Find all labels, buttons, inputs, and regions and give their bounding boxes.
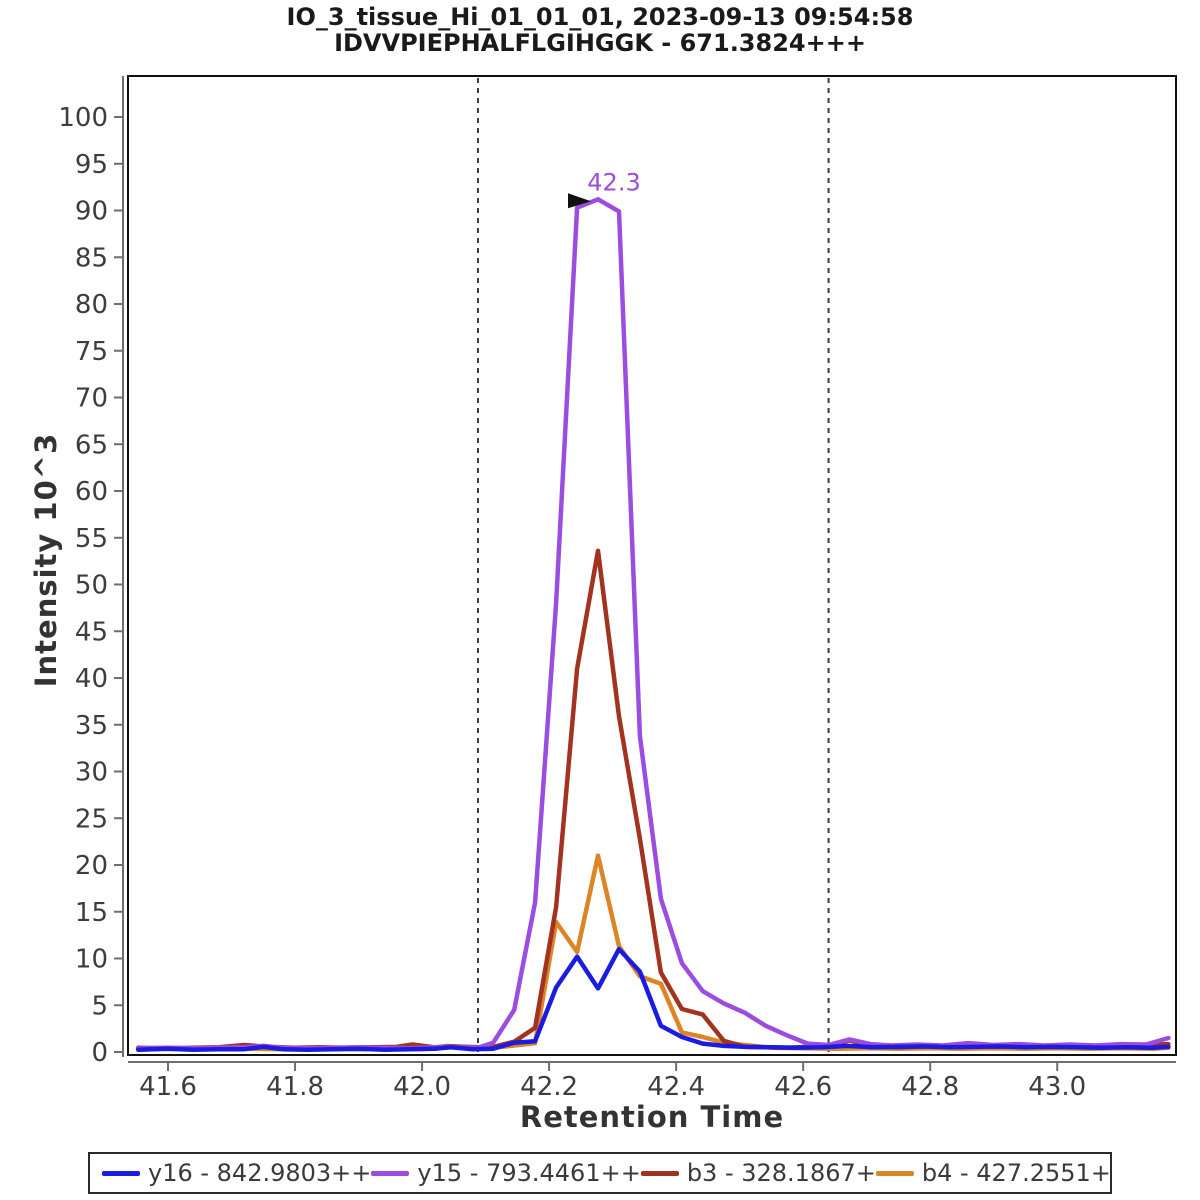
x-axis-title: Retention Time (519, 1100, 785, 1134)
x-tick-label: 42.8 (901, 1072, 959, 1102)
legend: y16 - 842.9803++ y15 - 793.4461++ b3 - 328… (88, 1152, 1112, 1194)
y-tick-label: 100 (58, 103, 108, 133)
x-tick-label: 42.0 (393, 1072, 451, 1102)
x-tick-label: 41.6 (139, 1072, 197, 1102)
legend-item-label: b4 - 427.2551+ (921, 1159, 1111, 1187)
chart-title-line1: IO_3_tissue_Hi_01_01_01, 2023-09-13 09:5… (286, 3, 914, 31)
chart-title: IO_3_tissue_Hi_01_01_01, 2023-09-13 09:5… (0, 4, 1200, 57)
trace-y16 (135, 946, 1171, 1052)
y-tick-label: 80 (75, 290, 108, 320)
y-tick-label: 90 (75, 197, 108, 227)
y-tick-label: 75 (75, 337, 108, 367)
legend-item-b4: b4 - 427.2551+ (875, 1159, 1111, 1187)
legend-item-label: y16 - 842.9803++ (148, 1159, 372, 1187)
x-tick-label: 42.6 (774, 1072, 832, 1102)
legend-item-y15: y15 - 793.4461++ (371, 1159, 641, 1187)
y-tick-label: 70 (75, 384, 108, 414)
trace-b3 (135, 548, 1171, 1051)
y-tick-label: 10 (75, 945, 108, 975)
y-tick-label: 95 (75, 150, 108, 180)
x-tick-label: 42.2 (520, 1072, 578, 1102)
legend-line-swatch-icon (371, 1170, 410, 1176)
legend-item-label: b3 - 328.1867+ (686, 1159, 876, 1187)
y-tick-label: 45 (75, 617, 108, 647)
legend-line-swatch-icon (102, 1170, 140, 1176)
legend-item-label: y15 - 793.4461++ (417, 1159, 641, 1187)
legend-item-b3: b3 - 328.1867+ (640, 1159, 876, 1187)
chart-title-line2: IDVVPIEPHALFLGIHGGK - 671.3824+++ (334, 29, 866, 58)
trace-b4 (135, 853, 1171, 1052)
y-tick-label: 35 (75, 711, 108, 741)
peak-annotation-label: 42.3 (587, 168, 640, 196)
legend-line-swatch-icon (640, 1170, 679, 1176)
y-tick-label: 65 (75, 430, 108, 460)
y-tick-label: 50 (75, 571, 108, 601)
y-tick-label: 25 (75, 804, 108, 834)
plot-border (127, 75, 1177, 1056)
legend-line-swatch-icon (875, 1170, 914, 1176)
y-tick-label: 5 (91, 991, 108, 1021)
y-tick-label: 20 (75, 851, 108, 881)
y-axis-title: Intensity 10^3 (29, 432, 63, 688)
y-tick-label: 85 (75, 243, 108, 273)
legend-item-y16: y16 - 842.9803++ (102, 1159, 371, 1187)
x-tick-label: 42.4 (647, 1072, 705, 1102)
y-tick-label: 0 (91, 1038, 108, 1068)
y-tick-label: 60 (75, 477, 108, 507)
y-tick-label: 40 (75, 664, 108, 694)
x-tick-label: 43.0 (1028, 1072, 1086, 1102)
y-tick-label: 15 (75, 898, 108, 928)
y-tick-label: 55 (75, 524, 108, 554)
x-tick-label: 41.8 (266, 1072, 324, 1102)
y-tick-label: 30 (75, 758, 108, 788)
peak-pointer-arrow-icon (568, 193, 592, 209)
